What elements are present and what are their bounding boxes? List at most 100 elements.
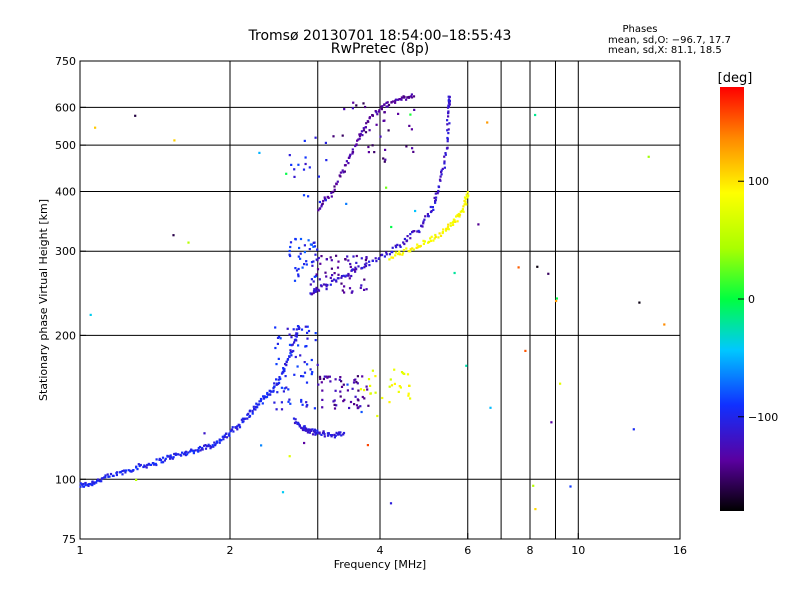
echo-point — [279, 377, 282, 381]
echo-point — [365, 262, 368, 265]
echo-point — [387, 129, 390, 132]
echo-point — [338, 433, 341, 436]
echo-point — [315, 288, 318, 291]
echo-point — [321, 202, 324, 205]
echo-point — [431, 206, 434, 209]
echo-point — [323, 435, 326, 438]
echo-point — [181, 451, 184, 454]
echo-point — [447, 105, 450, 108]
echo-point — [307, 329, 311, 333]
echo-point — [360, 284, 363, 287]
echo-point — [135, 466, 138, 469]
echo-point — [310, 261, 314, 264]
echo-point — [422, 242, 425, 245]
echo-point — [326, 434, 330, 437]
echo-point — [347, 272, 350, 276]
echo-point — [272, 386, 275, 390]
colorbar-tick-label: 0 — [748, 293, 755, 306]
echo-point — [184, 454, 187, 457]
echo-point — [320, 285, 323, 288]
echo-point — [405, 145, 408, 148]
echo-point — [124, 471, 127, 474]
echo-point — [289, 402, 292, 405]
echo-point — [197, 450, 200, 453]
echo-point — [311, 371, 314, 374]
echo-point — [91, 484, 94, 487]
echo-point — [307, 239, 310, 242]
echo-point — [134, 114, 137, 117]
echo-point — [359, 132, 362, 136]
echo-point — [342, 433, 345, 436]
echo-point — [304, 156, 307, 159]
echo-point — [288, 333, 291, 336]
echo-point — [215, 440, 218, 443]
echo-point — [116, 471, 119, 474]
echo-point — [362, 102, 365, 105]
echo-point — [279, 337, 282, 340]
echo-point — [351, 268, 354, 271]
y-tick-label: 100 — [55, 473, 76, 486]
echo-point — [288, 253, 291, 256]
echo-point — [555, 297, 558, 300]
echo-point — [452, 220, 455, 223]
echo-point — [362, 127, 365, 130]
echo-point — [325, 275, 328, 278]
echo-point — [378, 257, 381, 260]
echo-point — [288, 455, 291, 458]
echo-point — [293, 175, 296, 178]
echo-point — [297, 267, 300, 271]
echo-point — [363, 389, 366, 392]
echo-point — [303, 371, 307, 374]
y-axis-label: Stationary phase Virtual Height [km] — [37, 199, 50, 401]
echo-point — [385, 251, 388, 254]
y-tick-label: 750 — [55, 55, 76, 68]
echo-point — [317, 175, 320, 178]
echo-point — [309, 368, 312, 371]
echo-point — [388, 385, 391, 388]
echo-point — [403, 237, 406, 241]
echo-point — [243, 417, 246, 420]
echo-point — [354, 266, 357, 269]
echo-point — [357, 138, 360, 141]
echo-point — [448, 122, 451, 125]
echo-point — [353, 403, 356, 406]
echo-point — [440, 173, 443, 176]
echo-point — [135, 478, 138, 481]
y-tick-label: 500 — [55, 139, 76, 152]
echo-point — [348, 155, 351, 158]
echo-point — [448, 95, 451, 98]
echo-point — [408, 384, 411, 387]
echo-point — [399, 245, 402, 248]
echo-point — [365, 385, 368, 388]
echo-point — [323, 433, 326, 436]
echo-point — [463, 196, 467, 199]
echo-point — [275, 383, 278, 386]
echo-point — [299, 257, 302, 260]
echo-point — [338, 431, 341, 434]
echo-point — [409, 237, 412, 240]
echo-point — [443, 160, 446, 163]
echo-point — [285, 360, 288, 363]
echo-point — [296, 365, 299, 368]
echo-point — [282, 367, 285, 370]
echo-point — [158, 457, 161, 460]
echo-point — [334, 389, 337, 392]
echo-point — [203, 444, 206, 447]
echo-point — [169, 454, 172, 457]
echo-point — [366, 388, 369, 391]
echo-point — [306, 331, 309, 334]
echo-point — [410, 93, 413, 96]
echo-point — [258, 403, 261, 406]
echo-point — [281, 491, 285, 494]
echo-point — [173, 452, 176, 456]
echo-point — [288, 355, 291, 358]
echo-point — [295, 328, 298, 331]
echo-point — [187, 241, 190, 244]
echo-point — [121, 470, 124, 473]
echo-point — [275, 378, 278, 381]
echo-point — [261, 402, 264, 405]
echo-point — [429, 237, 432, 240]
echo-point — [374, 375, 377, 378]
echo-point — [320, 381, 323, 384]
echo-point — [248, 409, 252, 412]
